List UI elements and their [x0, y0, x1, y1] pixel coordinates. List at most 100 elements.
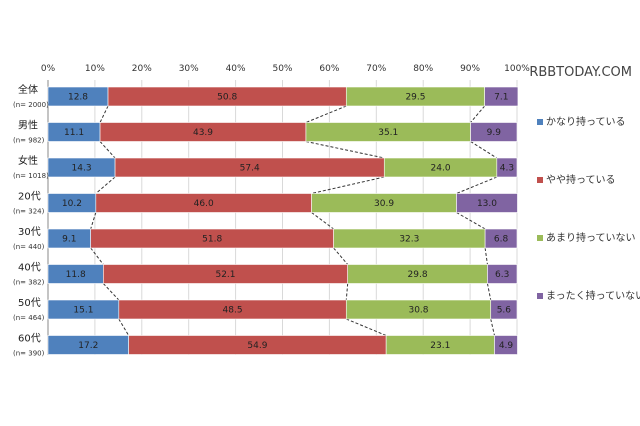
- category-label: 60代: [18, 333, 41, 345]
- x-axis-ticks: 0% 10% 20% 30% 40% 50% 60% 70% 80% 90% 100%: [41, 64, 530, 74]
- data-label: 23.1: [430, 341, 450, 351]
- category-n-label: (n= 464): [13, 314, 45, 322]
- connector-line: [456, 212, 486, 230]
- data-label: 48.5: [223, 306, 243, 316]
- data-label: 6.8: [494, 235, 509, 245]
- data-label: 12.8: [68, 93, 88, 103]
- connector-line: [333, 247, 349, 265]
- bar-segment: [496, 157, 518, 178]
- data-label: 7.1: [494, 93, 508, 103]
- bars: [47, 86, 519, 355]
- connector-line: [484, 247, 488, 265]
- category-n-label: (n= 982): [13, 137, 45, 145]
- data-label: 54.9: [247, 341, 267, 351]
- connector-line: [102, 283, 120, 301]
- category-labels: 全体 (n= 2000) 男性 (n= 982) 女性 (n= 1018) 20代 (n= 3…: [13, 83, 49, 358]
- legend-swatch: [537, 235, 543, 241]
- connector-line: [95, 176, 116, 194]
- category-label: 女性: [18, 154, 38, 167]
- x-tick-label: 70%: [366, 64, 386, 74]
- data-label: 29.8: [408, 270, 428, 280]
- x-tick-label: 10%: [85, 64, 105, 74]
- category-label: 50代: [18, 297, 41, 309]
- bar-segment: [484, 228, 518, 249]
- data-label: 43.9: [193, 128, 213, 138]
- data-label: 4.9: [499, 341, 514, 351]
- x-tick-label: 100%: [504, 64, 530, 74]
- connector-line: [99, 141, 116, 159]
- connector-line: [305, 141, 385, 159]
- data-label: 17.2: [78, 341, 98, 351]
- connector-line: [311, 212, 334, 230]
- bar-segment: [470, 122, 518, 142]
- x-tick-label: 80%: [413, 64, 433, 74]
- connector-line: [470, 105, 486, 123]
- data-label: 29.5: [405, 93, 425, 103]
- legend-swatch: [537, 177, 543, 183]
- x-tick-label: 60%: [319, 64, 339, 74]
- connector-line: [305, 105, 347, 123]
- connector-line: [99, 105, 109, 123]
- x-tick-label: 50%: [272, 64, 292, 74]
- connector-line: [490, 318, 495, 336]
- connector-line: [470, 141, 498, 159]
- connector-line: [118, 318, 130, 336]
- data-label: 5.6: [497, 306, 512, 316]
- connector-line: [90, 212, 97, 230]
- data-label: 46.0: [194, 199, 214, 209]
- x-tick-label: 90%: [460, 64, 480, 74]
- category-label: 全体: [18, 83, 38, 96]
- data-label: 32.3: [399, 235, 419, 245]
- data-label: 24.0: [431, 164, 451, 174]
- category-n-label: (n= 382): [13, 279, 45, 287]
- data-label: 11.1: [64, 128, 84, 138]
- category-label: 男性: [18, 119, 38, 132]
- connector-line: [486, 283, 492, 301]
- data-label: 50.8: [217, 93, 237, 103]
- legend-label: やや持っている: [546, 173, 616, 186]
- data-label: 30.8: [408, 306, 428, 316]
- bar-segment: [494, 335, 518, 355]
- category-label: 40代: [18, 262, 41, 274]
- data-label: 6.3: [495, 270, 509, 280]
- data-label: 9.1: [62, 235, 76, 245]
- category-n-label: (n= 2000): [13, 101, 49, 109]
- watermark-text: RBBTODAY.COM: [529, 65, 632, 80]
- x-tick-label: 0%: [41, 64, 56, 74]
- legend-swatch: [537, 293, 543, 299]
- category-n-label: (n= 324): [13, 208, 45, 216]
- connector-line: [345, 283, 349, 301]
- data-label: 35.1: [378, 128, 398, 138]
- bar-segment: [487, 264, 518, 284]
- data-label: 9.9: [487, 128, 502, 138]
- bar-segment: [490, 299, 518, 320]
- bar-segment: [484, 86, 519, 107]
- data-label: 15.1: [73, 306, 93, 316]
- data-label: 51.8: [202, 235, 222, 245]
- category-n-label: (n= 1018): [13, 172, 49, 180]
- bar-segment: [456, 193, 518, 213]
- x-tick-label: 30%: [179, 64, 199, 74]
- segment-labels: 12.8 50.8 29.5 7.1 11.1 43.9 35.1 9.9 14.3 57.4 24…: [62, 93, 514, 352]
- category-label: 30代: [18, 226, 41, 238]
- data-label: 13.0: [477, 199, 497, 209]
- data-label: 52.1: [215, 270, 235, 280]
- x-tick-label: 20%: [132, 64, 152, 74]
- data-label: 14.3: [72, 164, 92, 174]
- legend-label: まったく持っていない: [546, 289, 640, 302]
- legend-swatch: [537, 119, 543, 125]
- category-n-label: (n= 390): [13, 350, 45, 358]
- data-label: 11.8: [66, 270, 86, 280]
- data-label: 4.3: [500, 164, 514, 174]
- x-tick-label: 40%: [226, 64, 246, 74]
- connector-line: [456, 176, 498, 194]
- category-label: 20代: [18, 191, 41, 203]
- legend-label: かなり持っている: [546, 115, 626, 128]
- connector-lines: [90, 105, 498, 336]
- connector-line: [90, 247, 104, 265]
- category-n-label: (n= 440): [13, 243, 45, 251]
- connector-line: [311, 176, 385, 194]
- legend-label: あまり持っていない: [546, 231, 636, 244]
